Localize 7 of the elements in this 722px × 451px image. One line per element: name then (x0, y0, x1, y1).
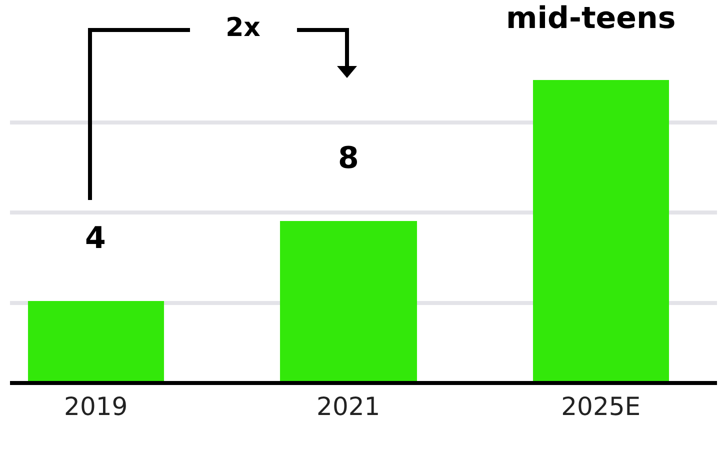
x-tick-label: 2019 (64, 392, 128, 421)
x-tick-label: 2021 (316, 392, 380, 421)
text: 2x (224, 13, 262, 43)
data-label: mid-teens (506, 1, 676, 36)
data-label: 8 (338, 141, 359, 176)
x-tick-label: 2025E (561, 392, 641, 421)
data-label: 4 (85, 221, 106, 256)
